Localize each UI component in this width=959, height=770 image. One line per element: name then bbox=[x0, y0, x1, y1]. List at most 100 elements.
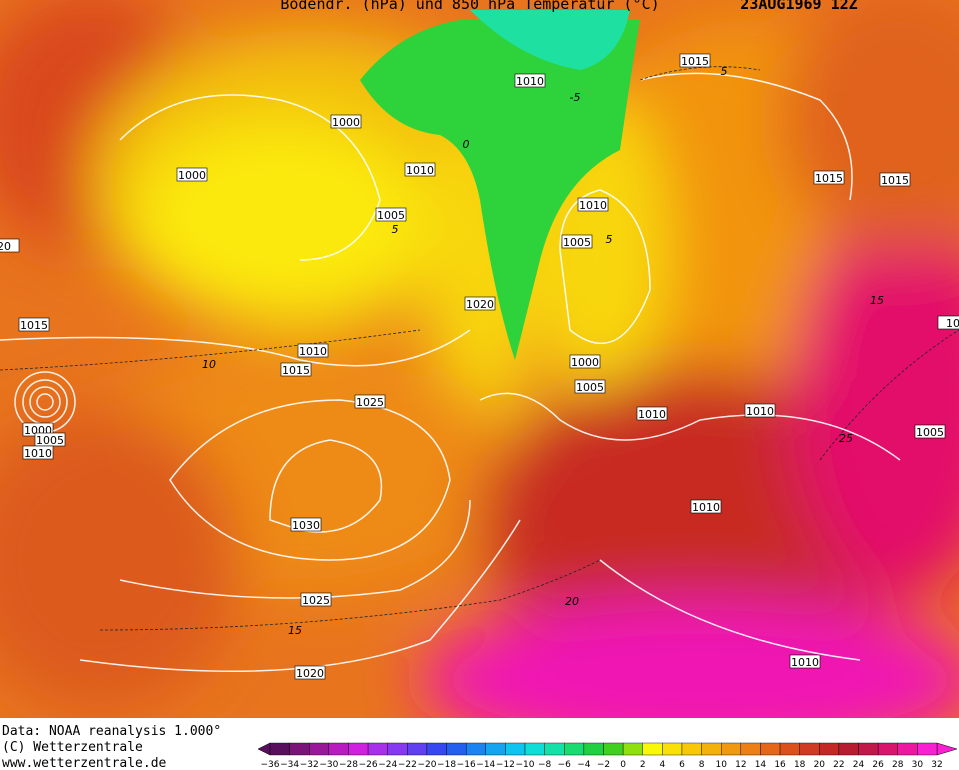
isobar-label-text: 1010 bbox=[791, 656, 819, 669]
isobar-label-box bbox=[290, 517, 322, 532]
colorbar-bin bbox=[328, 742, 349, 756]
colorbar-bin bbox=[446, 742, 467, 756]
isobar-label: 1010 bbox=[22, 445, 54, 460]
isobar-label: 1005 bbox=[34, 432, 66, 447]
colorbar-arrow-left bbox=[257, 742, 271, 756]
footer-source: Data: NOAA reanalysis 1.000° bbox=[2, 724, 221, 739]
colorbar-bin bbox=[662, 742, 683, 756]
isobar-label-text: 1015 bbox=[282, 364, 310, 377]
isobar-label-text: 1025 bbox=[302, 594, 330, 607]
colorbar-tick-label: 2 bbox=[640, 760, 646, 770]
colorbar-bin bbox=[524, 742, 545, 756]
isobar-label: 20 bbox=[0, 238, 20, 253]
temperature-label: 5 bbox=[606, 233, 613, 246]
isobar-label-box bbox=[464, 296, 496, 311]
isobar-label-box bbox=[354, 394, 386, 409]
isobar-label: 1020 bbox=[294, 665, 326, 680]
isobar-label: 1015 bbox=[813, 170, 845, 185]
isobar-label-text: 1005 bbox=[916, 426, 944, 439]
isobar-label-text: 20 bbox=[0, 240, 11, 253]
map-title: Bodendr. (hPa) und 850 hPa Temperatur (°… bbox=[280, 0, 659, 13]
temperature-label: 25 bbox=[839, 432, 853, 445]
isobar-label: 1020 bbox=[464, 296, 496, 311]
colorbar-bin bbox=[897, 742, 918, 756]
colorbar-tick-label: 18 bbox=[794, 760, 806, 770]
isobar-label: 1005 bbox=[375, 207, 407, 222]
colorbar-bin bbox=[779, 742, 800, 756]
colorbar-tick-label: −22 bbox=[398, 760, 417, 770]
isobar-label-text: 1010 bbox=[579, 199, 607, 212]
isobar-label-text: 1010 bbox=[24, 447, 52, 460]
isobar-label: 1005 bbox=[561, 234, 593, 249]
colorbar-tick-label: 28 bbox=[892, 760, 904, 770]
colorbar-bin bbox=[544, 742, 565, 756]
temperature-label: 5 bbox=[392, 223, 399, 236]
isobar-label-box bbox=[561, 234, 593, 249]
isobar-label-box bbox=[937, 315, 959, 330]
colorbar-bin bbox=[407, 742, 428, 756]
isobar-label: 1015 bbox=[879, 172, 911, 187]
colorbar-bin bbox=[917, 742, 938, 756]
isobar-label-box bbox=[294, 665, 326, 680]
colorbar-bin bbox=[289, 742, 310, 756]
colorbar-tick-label: −26 bbox=[359, 760, 378, 770]
isobar-label-text: 1015 bbox=[681, 55, 709, 68]
colorbar-bin bbox=[721, 742, 742, 756]
colorbar-bin bbox=[838, 742, 859, 756]
colorbar-tick-label: 4 bbox=[659, 760, 665, 770]
footer-copyright: (C) Wetterzentrale bbox=[2, 740, 143, 755]
isobar-label-text: 1025 bbox=[356, 396, 384, 409]
isobar-label-box bbox=[574, 379, 606, 394]
colorbar-tick-label: 8 bbox=[699, 760, 705, 770]
colorbar: −36 −34 −32 −30 −28 −26 −24 −22 −20 −18 −16 −14 −12−… bbox=[257, 742, 958, 770]
colorbar-tick-label: 10 bbox=[715, 760, 727, 770]
isobar-label-box bbox=[176, 167, 208, 182]
colorbar-bin bbox=[387, 742, 408, 756]
isobar-label-box bbox=[330, 114, 362, 129]
temperature-label: 0 bbox=[463, 138, 470, 151]
isobar-label-box bbox=[18, 317, 50, 332]
isobar-label-text: 1005 bbox=[563, 236, 591, 249]
colorbar-tick-label: −24 bbox=[378, 760, 397, 770]
colorbar-tick-label: −2 bbox=[597, 760, 610, 770]
isobar-label-box bbox=[690, 499, 722, 514]
isobar-label-text: 1000 bbox=[571, 356, 599, 369]
isobar-label-text: 1010 bbox=[299, 345, 327, 358]
isobar-label-box bbox=[297, 343, 329, 358]
colorbar-bin bbox=[564, 742, 585, 756]
isobar-label-text: 10 bbox=[946, 317, 959, 330]
colorbar-tick-label: 26 bbox=[872, 760, 884, 770]
isobar-label-text: 1015 bbox=[815, 172, 843, 185]
isobar-label: 1030 bbox=[290, 517, 322, 532]
isobar-label-text: 1010 bbox=[746, 405, 774, 418]
isobar-label-box bbox=[404, 162, 436, 177]
isobar-label-text: 1020 bbox=[466, 298, 494, 311]
colorbar-bin bbox=[603, 742, 624, 756]
isobar-label: 1010 bbox=[514, 73, 546, 88]
isobar-label: 1010 bbox=[297, 343, 329, 358]
isobar-label: 1010 bbox=[404, 162, 436, 177]
colorbar-bin bbox=[877, 742, 898, 756]
colorbar-tick-label: −8 bbox=[538, 760, 552, 770]
isobar-label: 1015 bbox=[18, 317, 50, 332]
colorbar-tick-label: −18 bbox=[437, 760, 456, 770]
colorbar-tick-label: 14 bbox=[755, 760, 767, 770]
temperature-label: 15 bbox=[870, 294, 884, 307]
isobar-label-box bbox=[813, 170, 845, 185]
colorbar-tick-label: −30 bbox=[319, 760, 338, 770]
colorbar-tick-label: −6 bbox=[558, 760, 572, 770]
isobar-label-box bbox=[636, 406, 668, 421]
colorbar-bin bbox=[799, 742, 820, 756]
isobar-label: 1010 bbox=[577, 197, 609, 212]
temperature-label: 5 bbox=[721, 65, 728, 78]
isobar-label: 1025 bbox=[354, 394, 386, 409]
isobar-label-box bbox=[577, 197, 609, 212]
isobar-label-text: 1010 bbox=[638, 408, 666, 421]
colorbar-tick-label: 16 bbox=[774, 760, 786, 770]
isobar-label: 1005 bbox=[914, 424, 946, 439]
colorbar-bin bbox=[642, 742, 663, 756]
temperature-label: 10 bbox=[202, 358, 216, 371]
isobar-label: 1010 bbox=[690, 499, 722, 514]
